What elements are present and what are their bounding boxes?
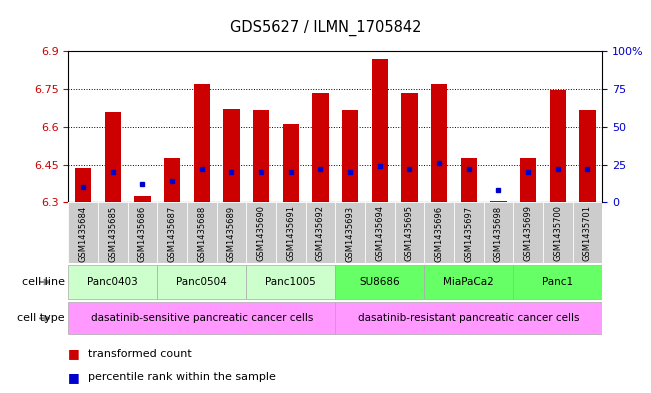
- Bar: [484, 202, 513, 263]
- Text: GSM1435701: GSM1435701: [583, 206, 592, 261]
- Text: GSM1435692: GSM1435692: [316, 206, 325, 261]
- Bar: [335, 303, 602, 334]
- Bar: [128, 202, 158, 263]
- Bar: [513, 265, 602, 299]
- Text: Panc1: Panc1: [542, 277, 574, 287]
- Bar: [68, 202, 98, 263]
- Bar: [68, 303, 335, 334]
- Text: GSM1435695: GSM1435695: [405, 206, 414, 261]
- Bar: [75, 168, 91, 202]
- Bar: [253, 110, 270, 202]
- Bar: [68, 265, 158, 299]
- Text: Panc0504: Panc0504: [176, 277, 227, 287]
- Bar: [572, 202, 602, 263]
- Text: GSM1435699: GSM1435699: [523, 206, 533, 261]
- Bar: [193, 84, 210, 202]
- Bar: [246, 202, 276, 263]
- Text: GSM1435690: GSM1435690: [256, 206, 266, 261]
- Bar: [365, 202, 395, 263]
- Bar: [401, 93, 417, 202]
- Text: ■: ■: [68, 347, 80, 360]
- Bar: [549, 90, 566, 202]
- Text: GSM1435698: GSM1435698: [494, 206, 503, 262]
- Text: ■: ■: [68, 371, 80, 384]
- Bar: [223, 109, 240, 202]
- Text: dasatinib-resistant pancreatic cancer cells: dasatinib-resistant pancreatic cancer ce…: [358, 313, 579, 323]
- Text: GSM1435696: GSM1435696: [435, 206, 443, 262]
- Text: cell line: cell line: [22, 277, 65, 287]
- Bar: [335, 265, 424, 299]
- Text: MiaPaCa2: MiaPaCa2: [443, 277, 494, 287]
- Text: cell type: cell type: [18, 313, 65, 323]
- Bar: [105, 112, 121, 202]
- Text: GSM1435688: GSM1435688: [197, 206, 206, 262]
- Text: Panc0403: Panc0403: [87, 277, 138, 287]
- Bar: [305, 202, 335, 263]
- Text: GDS5627 / ILMN_1705842: GDS5627 / ILMN_1705842: [230, 20, 421, 36]
- Text: GSM1435685: GSM1435685: [108, 206, 117, 262]
- Bar: [460, 158, 477, 202]
- Bar: [134, 196, 150, 202]
- Text: GSM1435700: GSM1435700: [553, 206, 562, 261]
- Text: dasatinib-sensitive pancreatic cancer cells: dasatinib-sensitive pancreatic cancer ce…: [90, 313, 313, 323]
- Bar: [424, 265, 513, 299]
- Bar: [395, 202, 424, 263]
- Text: GSM1435689: GSM1435689: [227, 206, 236, 262]
- Text: GSM1435691: GSM1435691: [286, 206, 296, 261]
- Bar: [158, 265, 246, 299]
- Bar: [283, 124, 299, 202]
- Bar: [520, 158, 536, 202]
- Bar: [513, 202, 543, 263]
- Text: GSM1435697: GSM1435697: [464, 206, 473, 262]
- Bar: [579, 110, 596, 202]
- Bar: [276, 202, 305, 263]
- Text: GSM1435693: GSM1435693: [346, 206, 355, 262]
- Bar: [490, 201, 506, 202]
- Text: SU8686: SU8686: [359, 277, 400, 287]
- Bar: [543, 202, 572, 263]
- Text: GSM1435686: GSM1435686: [138, 206, 147, 262]
- Bar: [312, 93, 329, 202]
- Bar: [454, 202, 484, 263]
- Text: GSM1435694: GSM1435694: [375, 206, 384, 261]
- Bar: [164, 158, 180, 202]
- Text: GSM1435687: GSM1435687: [168, 206, 176, 262]
- Text: percentile rank within the sample: percentile rank within the sample: [88, 372, 276, 382]
- Bar: [424, 202, 454, 263]
- Bar: [335, 202, 365, 263]
- Bar: [98, 202, 128, 263]
- Bar: [246, 265, 335, 299]
- Bar: [187, 202, 217, 263]
- Bar: [431, 84, 447, 202]
- Bar: [372, 59, 388, 202]
- Text: transformed count: transformed count: [88, 349, 191, 359]
- Bar: [342, 110, 358, 202]
- Text: Panc1005: Panc1005: [266, 277, 316, 287]
- Text: GSM1435684: GSM1435684: [79, 206, 88, 262]
- Bar: [158, 202, 187, 263]
- Bar: [217, 202, 246, 263]
